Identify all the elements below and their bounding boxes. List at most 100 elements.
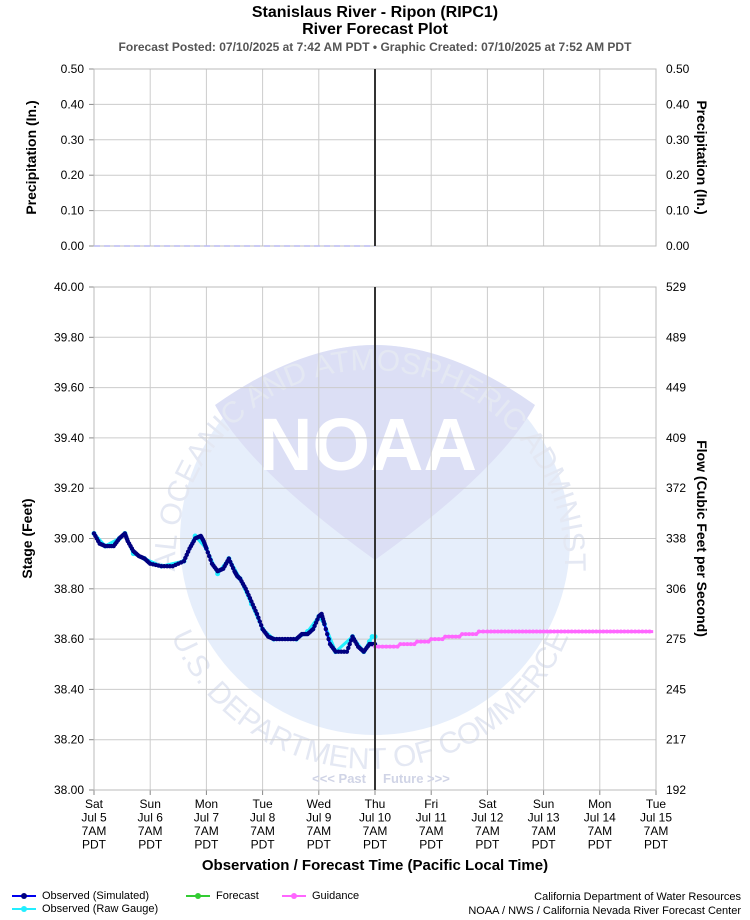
stage-xtick-label: 7AM — [644, 824, 669, 838]
guidance-point — [408, 642, 413, 647]
guidance-point — [457, 634, 462, 639]
guidance-point — [440, 637, 445, 642]
observed-simulated-point — [322, 621, 327, 627]
flow-ytick-label: 217 — [666, 733, 686, 747]
guidance-point — [597, 629, 602, 634]
credits: California Department of Water Resources… — [468, 890, 741, 918]
guidance-point — [545, 629, 550, 634]
stage-ytick-label: 38.20 — [54, 733, 84, 747]
stage-xtick-label: Tue — [252, 797, 273, 811]
guidance-point — [601, 629, 606, 634]
noaa-logo-text: NOAA — [259, 403, 477, 486]
legend-label-observed-simulated: Observed (Simulated) — [42, 890, 149, 902]
guidance-point — [405, 642, 410, 647]
guidance-point — [463, 632, 468, 637]
guidance-point — [622, 629, 627, 634]
guidance-point — [559, 629, 564, 634]
stage-xtick-label: Jul 5 — [81, 811, 107, 825]
precip-ytick-label-right: 0.50 — [666, 62, 690, 76]
guidance-point — [422, 639, 427, 644]
stage-xtick-label: PDT — [82, 838, 107, 852]
flow-ylabel: Flow (Cubic Feet per Second) — [694, 440, 710, 637]
guidance-point — [415, 639, 420, 644]
guidance-point — [625, 629, 630, 634]
stage-xtick-label: Jul 7 — [194, 811, 220, 825]
guidance-point — [517, 629, 522, 634]
stage-ytick-label: 39.00 — [54, 532, 84, 546]
stage-xtick-label: 7AM — [306, 824, 331, 838]
flow-ytick-label: 372 — [666, 481, 686, 495]
flow-ytick-label: 449 — [666, 381, 686, 395]
stage-ytick-label: 38.00 — [54, 783, 84, 797]
guidance-point — [401, 642, 406, 647]
guidance-point — [412, 642, 417, 647]
precip-ytick-label: 0.40 — [61, 97, 85, 111]
guidance-point — [376, 644, 381, 649]
guidance-point — [608, 629, 613, 634]
stage-xtick-label: PDT — [138, 838, 163, 852]
guidance-point — [643, 629, 648, 634]
observed-simulated-point — [344, 649, 350, 654]
stage-xtick-label: 7AM — [587, 824, 612, 838]
guidance-point — [426, 639, 431, 644]
precip-ylabel-right: Precipitation (In.) — [694, 100, 710, 214]
observed-simulated-point — [346, 645, 351, 651]
chart-title: Stanislaus River - Ripon (RIPC1) — [251, 4, 499, 21]
observed-simulated-point — [325, 631, 330, 637]
guidance-point — [380, 644, 385, 649]
legend-label-forecast: Forecast — [216, 890, 259, 902]
observed-simulated-point — [207, 553, 212, 559]
guidance-point — [495, 629, 500, 634]
guidance-point — [573, 629, 578, 634]
stage-ytick-label: 39.60 — [54, 381, 84, 395]
stage-ytick-label: 38.40 — [54, 682, 84, 696]
guidance-point — [509, 629, 514, 634]
stage-xtick-label: Mon — [195, 797, 218, 811]
guidance-point — [470, 632, 475, 637]
guidance-point — [485, 629, 490, 634]
guidance-point — [541, 629, 546, 634]
guidance-point — [387, 644, 392, 649]
observed-simulated-point — [347, 641, 352, 647]
observed-simulated-point — [256, 615, 261, 620]
guidance-point — [566, 629, 571, 634]
guidance-point — [446, 634, 451, 639]
stage-xtick-label: 7AM — [419, 824, 444, 838]
stage-ytick-label: 38.80 — [54, 582, 84, 596]
stage-xtick-label: Jul 8 — [250, 811, 276, 825]
guidance-point — [569, 629, 574, 634]
stage-xtick-label: PDT — [307, 838, 332, 852]
guidance-point — [436, 637, 441, 642]
guidance-point — [395, 644, 400, 649]
precip-ytick-label: 0.00 — [61, 239, 85, 253]
posted-created-line: Forecast Posted: 07/10/2025 at 7:42 AM P… — [0, 40, 750, 54]
observed-simulated-point — [326, 636, 331, 642]
credit-line-1: California Department of Water Resources — [534, 891, 741, 903]
stage-xtick-label: Jul 12 — [471, 811, 503, 825]
flow-ytick-label: 529 — [666, 280, 686, 294]
precip-ytick-label: 0.50 — [61, 62, 85, 76]
stage-xtick-label: PDT — [475, 838, 500, 852]
separator-dot: • — [372, 40, 378, 54]
stage-xtick-label: Jul 10 — [359, 811, 391, 825]
precip-ytick-label: 0.10 — [61, 204, 85, 218]
legend-item-observed-raw: Observed (Raw Gauge) — [12, 903, 158, 915]
stage-ytick-label: 38.60 — [54, 632, 84, 646]
stage-xtick-label: PDT — [363, 838, 388, 852]
guidance-point — [538, 629, 543, 634]
guidance-point — [520, 629, 525, 634]
graphic-created-text: Graphic Created: 07/10/2025 at 7:52 AM P… — [380, 40, 632, 54]
guidance-point — [499, 629, 504, 634]
guidance-point — [587, 629, 592, 634]
guidance-point — [398, 642, 403, 647]
precip-ytick-label: 0.30 — [61, 133, 85, 147]
legend-label-observed-raw: Observed (Raw Gauge) — [42, 903, 159, 915]
stage-xtick-label: PDT — [251, 838, 276, 852]
stage-xtick-label: PDT — [532, 838, 557, 852]
guidance-point — [453, 634, 458, 639]
precip-ytick-label-right: 0.40 — [666, 97, 690, 111]
observed-simulated-point — [258, 623, 264, 628]
stage-ytick-label: 39.20 — [54, 481, 84, 495]
